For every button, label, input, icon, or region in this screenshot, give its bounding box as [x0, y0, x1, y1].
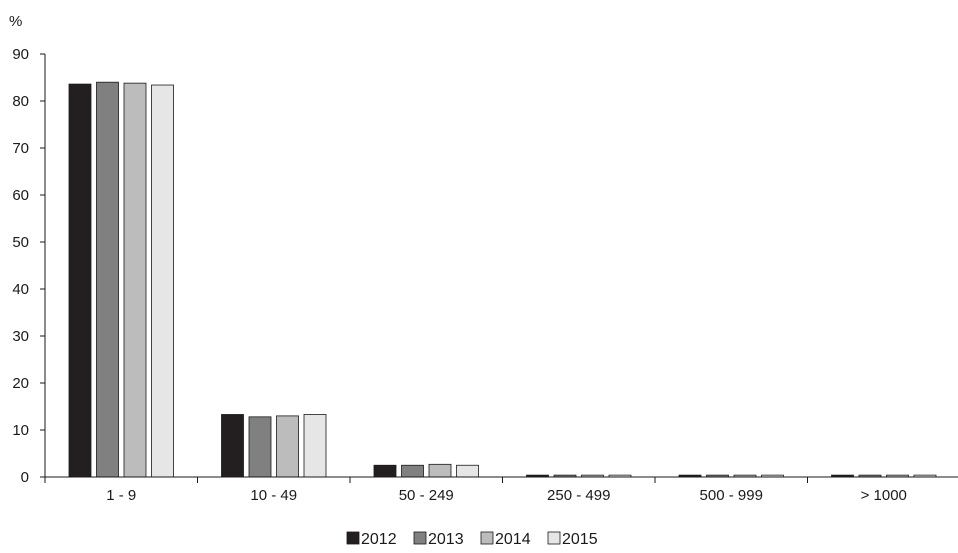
y-tick-label: 0 [21, 469, 29, 486]
y-tick-label: 90 [12, 46, 29, 63]
legend-swatch-2015 [547, 531, 561, 545]
y-axis-label: % [9, 13, 22, 30]
x-tick-label: 10 - 49 [250, 487, 297, 504]
legend-swatch-2012 [346, 531, 360, 545]
bar-2013-2 [401, 464, 424, 478]
bar-2012-1 [221, 414, 244, 478]
y-tick-label: 70 [12, 140, 29, 157]
x-tick-label: > 1000 [861, 487, 907, 504]
y-tick-label: 40 [12, 281, 29, 298]
bar-2014-1 [276, 415, 299, 478]
x-tick-label: 1 - 9 [106, 487, 136, 504]
x-tick-label: 500 - 999 [700, 487, 763, 504]
bar-2015-1 [303, 414, 327, 478]
bar-2012-0 [68, 83, 92, 478]
y-tick-label: 50 [12, 234, 29, 251]
x-axis: 1 - 9 10 - 49 50 - 249 250 - 499 500 - 999 > … [44, 476, 958, 504]
legend-swatch-2014 [480, 531, 494, 545]
y-tick-label: 20 [12, 375, 29, 392]
legend-label-2015: 2015 [562, 531, 598, 548]
y-axis: 0 10 20 30 40 50 60 70 80 90 [12, 46, 46, 486]
bar-2012-2 [373, 464, 397, 478]
legend: 2012 2013 2014 2015 [346, 531, 598, 548]
bars [68, 81, 937, 478]
bar-2014-0 [123, 82, 147, 478]
legend-swatch-2013 [413, 531, 427, 545]
bar-2015-0 [151, 84, 174, 478]
legend-label-2012: 2012 [361, 531, 397, 548]
bar-2013-1 [248, 416, 272, 478]
y-tick-label: 10 [12, 422, 29, 439]
x-tick-label: 50 - 249 [399, 487, 454, 504]
y-tick-label: 80 [12, 93, 29, 110]
y-tick-label: 30 [12, 328, 29, 345]
y-tick-label: 60 [12, 187, 29, 204]
legend-label-2013: 2013 [428, 531, 464, 548]
bar-2013-0 [96, 81, 119, 478]
x-tick-label: 250 - 499 [547, 487, 610, 504]
legend-label-2014: 2014 [495, 531, 531, 548]
bar-2015-2 [456, 464, 479, 478]
bar-2014-2 [428, 463, 452, 478]
